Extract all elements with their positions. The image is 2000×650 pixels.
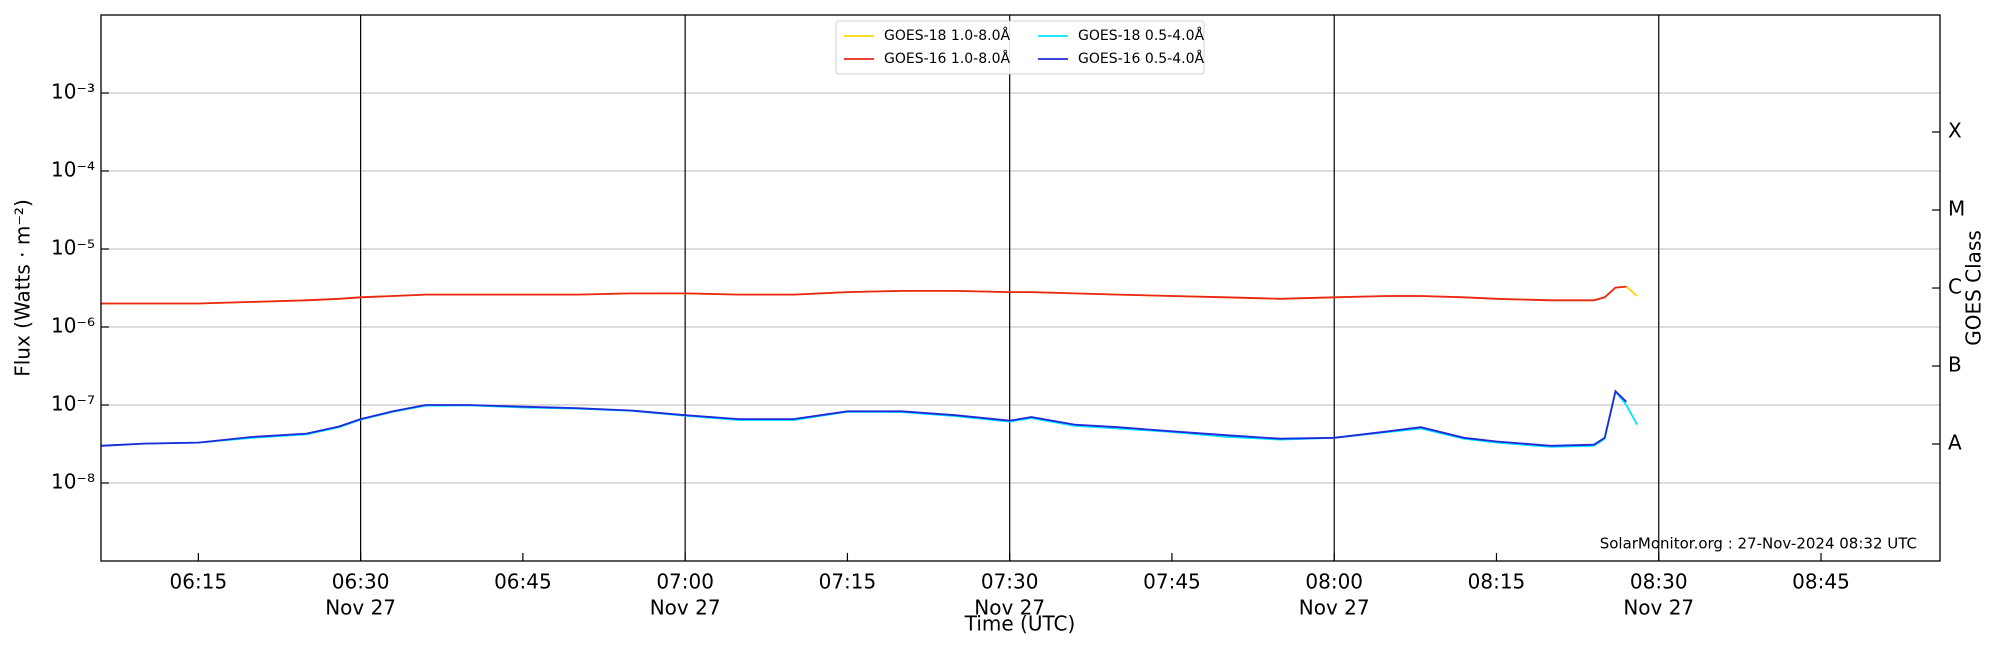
x-tick-label: 08:00 — [1305, 570, 1363, 594]
x-tick-date: Nov 27 — [1623, 596, 1694, 620]
x-tick-label: 06:15 — [170, 570, 228, 594]
x-tick-date: Nov 27 — [650, 596, 721, 620]
y2-tick-label: B — [1948, 353, 1962, 377]
series-line — [100, 389, 1638, 448]
x-axis-label: Time (UTC) — [964, 612, 1076, 636]
y-tick-label: 10⁻⁸ — [51, 470, 95, 494]
x-tick-label: 07:30 — [981, 570, 1039, 594]
y-tick-label: 10⁻⁶ — [51, 314, 95, 338]
legend-label: GOES-18 0.5-4.0Å — [1078, 27, 1204, 44]
x-tick-label: 06:30 — [332, 570, 390, 594]
x-tick-label: 07:15 — [819, 570, 877, 594]
y2-tick-label: A — [1948, 431, 1962, 455]
y2-tick-label: X — [1948, 119, 1962, 143]
x-tick-date: Nov 27 — [325, 596, 396, 620]
y-tick-label: 10⁻³ — [51, 80, 95, 104]
y-tick-label: 10⁻⁵ — [51, 236, 95, 260]
legend-label: GOES-16 1.0-8.0Å — [884, 50, 1010, 67]
annotation: SolarMonitor.org : 27-Nov-2024 08:32 UTC — [1600, 535, 1917, 553]
x-tick-date: Nov 27 — [1299, 596, 1370, 620]
series-line — [100, 389, 1627, 447]
y-tick-label: 10⁻⁷ — [51, 392, 95, 416]
y2-tick-label: M — [1948, 197, 1965, 221]
x-tick-date: Nov 27 — [974, 596, 1045, 620]
x-tick-label: 08:30 — [1630, 570, 1688, 594]
x-tick-label: 07:45 — [1143, 570, 1201, 594]
y2-tick-label: C — [1948, 275, 1962, 299]
series-line — [101, 285, 1627, 305]
legend-label: GOES-16 0.5-4.0Å — [1078, 50, 1204, 67]
y2-axis-label: GOES Class — [1962, 230, 1986, 346]
plot-frame — [100, 14, 1941, 562]
x-tick-label: 06:45 — [494, 570, 552, 594]
x-tick-label: 08:15 — [1468, 570, 1526, 594]
x-tick-label: 08:45 — [1792, 570, 1850, 594]
legend-box — [835, 20, 1205, 75]
y-axis-label: Flux (Watts · m⁻²) — [11, 199, 35, 377]
x-tick-label: 07:00 — [656, 570, 714, 594]
series-line — [101, 285, 1638, 305]
y-tick-label: 10⁻⁴ — [51, 158, 95, 182]
legend-label: GOES-18 1.0-8.0Å — [884, 27, 1010, 44]
